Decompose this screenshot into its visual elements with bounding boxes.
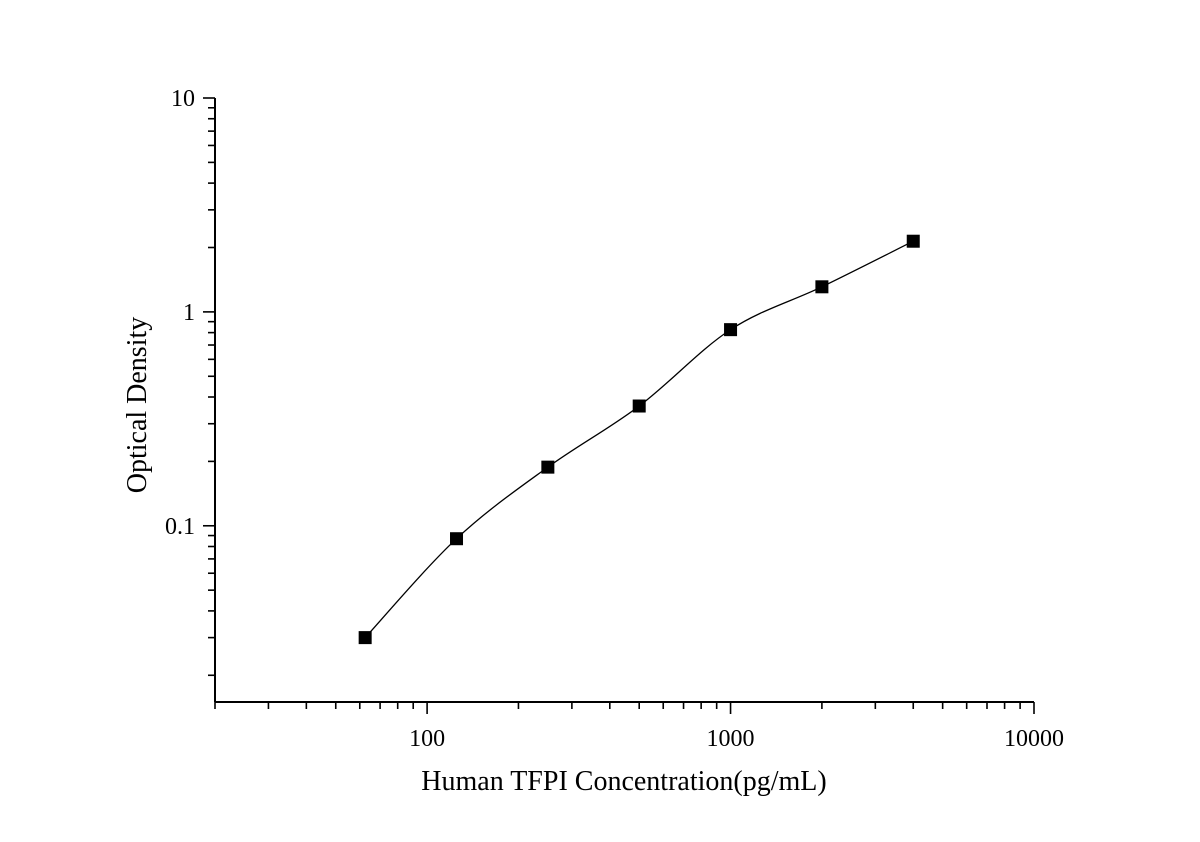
data-point [815,280,829,294]
data-point [450,532,464,546]
data-point [358,631,372,645]
x-axis-ticks [214,702,1035,714]
x-tick-label: 100 [409,726,445,752]
x-axis-tick-labels: 100 1000 10000 [409,726,1064,752]
data-point-markers [358,234,920,645]
data-point [632,399,646,413]
plot-area: 100 1000 10000 0.1 1 10 [165,86,1064,752]
x-tick-label: 1000 [707,726,755,752]
y-tick-label: 10 [171,86,195,112]
y-axis-label: Optical Density [122,317,153,494]
fit-curve-line [364,240,914,639]
y-axis-ticks [203,97,215,677]
y-tick-label: 0.1 [165,514,195,540]
x-axis-label: Human TFPI Concentration(pg/mL) [421,766,826,797]
y-tick-label: 1 [183,300,195,326]
x-tick-label: 10000 [1004,726,1064,752]
data-point [724,323,738,337]
y-axis-tick-labels: 0.1 1 10 [165,86,195,540]
data-point [541,460,555,474]
data-point [906,234,920,248]
